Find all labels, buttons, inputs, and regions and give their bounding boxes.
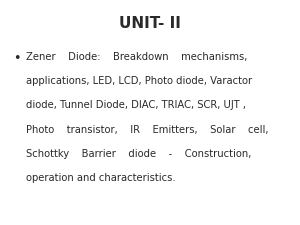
Text: Zener    Diode:    Breakdown    mechanisms,: Zener Diode: Breakdown mechanisms, (26, 52, 247, 62)
Text: operation and characteristics.: operation and characteristics. (26, 173, 175, 183)
Text: •: • (14, 52, 21, 65)
Text: Schottky    Barrier    diode    -    Construction,: Schottky Barrier diode - Construction, (26, 149, 251, 159)
Text: Photo    transistor,    IR    Emitters,    Solar    cell,: Photo transistor, IR Emitters, Solar cel… (26, 125, 268, 135)
Text: UNIT- II: UNIT- II (119, 16, 181, 31)
Text: applications, LED, LCD, Photo diode, Varactor: applications, LED, LCD, Photo diode, Var… (26, 76, 252, 86)
Text: diode, Tunnel Diode, DIAC, TRIAC, SCR, UJT ,: diode, Tunnel Diode, DIAC, TRIAC, SCR, U… (26, 100, 245, 110)
